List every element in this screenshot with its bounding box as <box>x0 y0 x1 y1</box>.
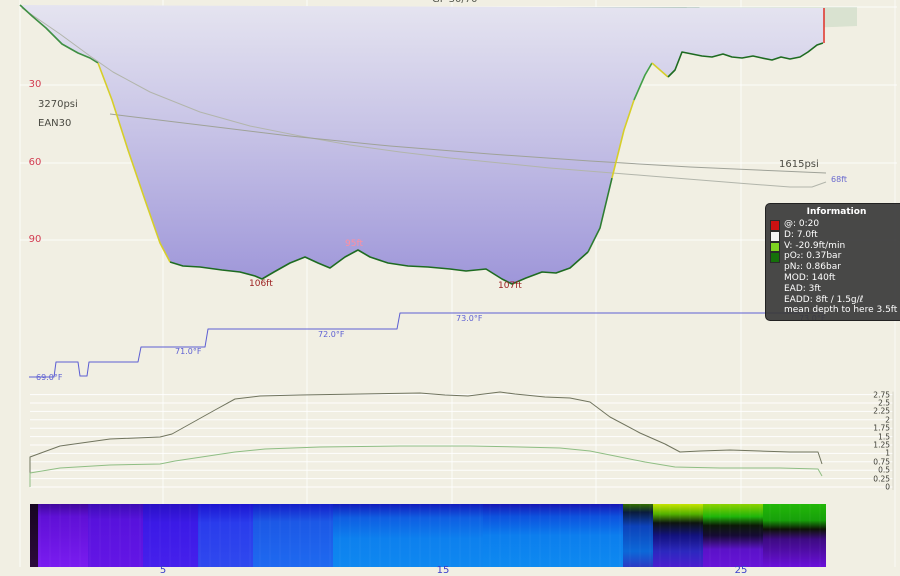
partial-pressure-graph <box>29 391 894 490</box>
time-axis-tick-label: 25 <box>734 565 748 576</box>
gas-label: EAN30 <box>38 118 72 129</box>
pressure-end-label: 1615psi <box>779 159 819 170</box>
pp-axis-tick-label: 0.5 <box>878 465 890 475</box>
pressure-start-label: 3270psi <box>38 99 78 110</box>
information-row: EAD: 3ft <box>784 283 821 294</box>
po2-line <box>29 445 823 487</box>
temperature-label: 73.0°F <box>456 314 483 323</box>
pp-axis-tick-label: 2.5 <box>878 398 890 408</box>
depth-axis-tick-label: 60 <box>28 157 42 168</box>
depth-min-label: 107ft <box>498 281 522 291</box>
information-row: mean depth to here 3.5ft <box>784 305 898 316</box>
tank-pressure-line <box>109 113 827 174</box>
depth-axis-tick-label: 30 <box>28 79 42 90</box>
pn2-line <box>29 391 823 486</box>
depth-profile-segment <box>97 62 171 263</box>
gradient-factor-label: GF 30/70 <box>432 0 478 5</box>
mean-depth-line <box>21 7 827 188</box>
depth-axis-tick-label: 90 <box>28 234 42 245</box>
pp-axis-tick-label: 1.25 <box>873 440 890 450</box>
information-row: V: -20.9ft/min <box>784 240 846 251</box>
pp-axis-tick-label: 2.75 <box>873 389 890 399</box>
tissue-heatmap <box>30 504 826 567</box>
temperature-label: 69.0°F <box>36 373 63 382</box>
pp-axis-tick-label: 2 <box>885 415 890 425</box>
depth-profile-segment <box>667 42 824 78</box>
depth-profile-segment <box>587 177 613 253</box>
information-swatch <box>770 230 780 242</box>
depth-min-label: 106ft <box>249 279 273 289</box>
depth-profile-line <box>19 4 825 285</box>
information-swatch <box>770 241 780 253</box>
pp-axis-tick-label: 0.75 <box>873 457 890 467</box>
information-row: MOD: 140ft <box>784 272 836 283</box>
temperature-label: 72.0°F <box>318 330 345 339</box>
information-row: @: 0:20 <box>784 219 820 229</box>
information-row: D: 7.0ft <box>784 229 818 240</box>
pp-axis-tick-label: 0.25 <box>873 473 890 483</box>
pp-axis-tick-label: 0 <box>885 482 890 492</box>
depth-profile-segment <box>651 62 669 78</box>
depth-profile-segment <box>633 62 653 101</box>
temperature-label: 71.0°F <box>175 347 202 356</box>
time-axis-tick-label: 5 <box>159 565 167 576</box>
pp-axis-tick-label: 2.25 <box>873 406 890 416</box>
depth-profile-segment <box>611 99 635 179</box>
mean-depth-label: 68ft <box>831 175 847 184</box>
pp-axis-tick-label: 1.75 <box>873 423 890 433</box>
information-box-title: Information <box>806 207 867 217</box>
depth-profile-segment <box>169 249 589 285</box>
information-swatch <box>770 252 780 264</box>
pp-axis-tick-label: 1 <box>885 448 890 458</box>
information-box: Information @: 0:20 D: 7.0ft V: -20.9ft/mi… <box>765 203 900 322</box>
information-swatch <box>770 220 780 231</box>
information-rows: @: 0:20 D: 7.0ft V: -20.9ft/min pO₂: 0.37ba… <box>770 219 900 316</box>
information-row: pO₂: 0.37bar <box>784 251 842 262</box>
depth-peak-label: 95ft <box>345 239 363 249</box>
temperature-line <box>29 312 824 378</box>
depth-profile-segment <box>19 4 99 64</box>
depth-profile-fill <box>20 5 824 284</box>
information-row: pN₂: 0.86bar <box>784 262 841 273</box>
information-color-bar <box>770 220 780 264</box>
time-axis-tick-label: 15 <box>436 565 450 576</box>
pp-axis-tick-label: 1.5 <box>878 431 890 441</box>
information-row: EADD: 8ft / 1.5g/ℓ <box>784 294 864 305</box>
